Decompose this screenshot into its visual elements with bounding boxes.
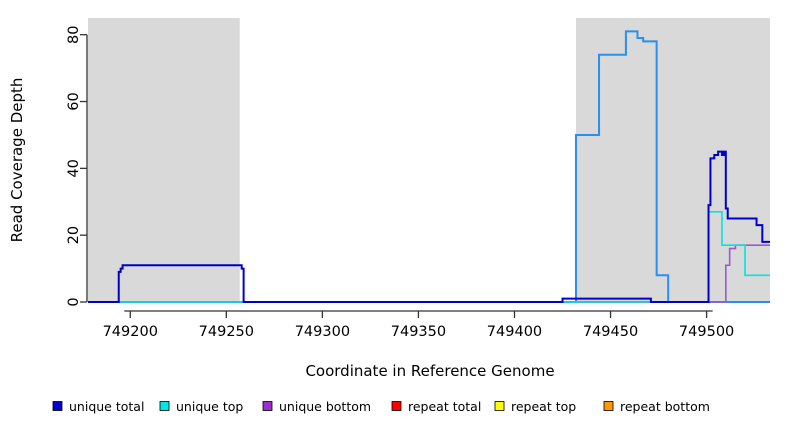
legend-swatch-unique-top bbox=[159, 401, 170, 411]
legend-label-repeat-total: repeat total bbox=[408, 399, 481, 414]
y-tick-label-3: 60 bbox=[66, 92, 82, 110]
series-line-unique-bottom bbox=[88, 244, 770, 303]
series-layer bbox=[88, 30, 770, 303]
legend-label-unique-total: unique total bbox=[69, 399, 144, 414]
legend-swatch-unique-bottom bbox=[262, 401, 273, 411]
y-axis-title: Read Coverage Depth bbox=[8, 78, 26, 243]
x-tick-label-4: 749400 bbox=[487, 324, 542, 340]
x-tick-label-2: 749300 bbox=[295, 324, 350, 340]
legend-swatch-unique-total bbox=[52, 401, 63, 411]
y-tick-label-2: 40 bbox=[66, 159, 82, 177]
x-axis-title: Coordinate in Reference Genome bbox=[305, 362, 554, 380]
legend-swatch-repeat-total bbox=[391, 401, 402, 411]
x-tick-label-5: 749450 bbox=[583, 324, 638, 340]
legend-swatch-repeat-top bbox=[494, 401, 505, 411]
legend-label-unique-top: unique top bbox=[176, 399, 243, 414]
legend: unique total unique top unique bottom repea… bbox=[52, 399, 710, 414]
series-line-coverage-secondary bbox=[88, 30, 770, 303]
x-tick-label-6: 749500 bbox=[679, 324, 734, 340]
y-tick-label-4: 80 bbox=[66, 25, 82, 43]
legend-label-repeat-bottom: repeat bottom bbox=[620, 399, 710, 414]
x-tick-label-3: 749350 bbox=[391, 324, 446, 340]
tick-labels-layer: 0 20 40 60 80 749200 749250 749300 749350 749400 7… bbox=[66, 25, 734, 340]
shaded-repeat-regions bbox=[88, 18, 770, 302]
shaded-region-0 bbox=[88, 18, 240, 302]
y-tick-label-0: 0 bbox=[66, 297, 82, 306]
legend-swatch-repeat-bottom bbox=[603, 401, 614, 411]
series-line-unique-total bbox=[88, 150, 770, 303]
legend-label-unique-bottom: unique bottom bbox=[279, 399, 371, 414]
x-tick-label-0: 749200 bbox=[103, 324, 158, 340]
shaded-region-1 bbox=[575, 18, 770, 302]
y-tick-label-1: 20 bbox=[66, 226, 82, 244]
legend-label-repeat-top: repeat top bbox=[511, 399, 576, 414]
x-tick-label-1: 749250 bbox=[199, 324, 254, 340]
